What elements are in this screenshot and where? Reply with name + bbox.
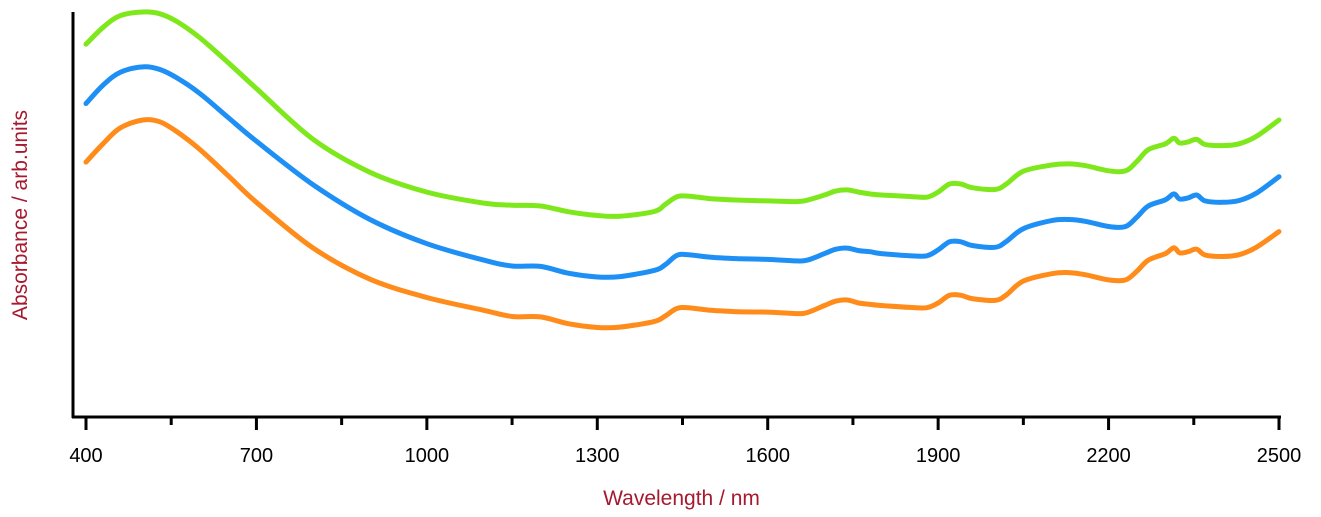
x-tick-label: 700	[240, 445, 273, 467]
series-layer	[83, 9, 1282, 331]
series-line-2	[83, 64, 1282, 280]
x-tick-label: 1600	[745, 445, 790, 467]
x-tick-label: 1300	[575, 445, 620, 467]
series-line-1	[83, 9, 1282, 219]
x-tick-label: 2200	[1086, 445, 1131, 467]
ticks-layer: 400 700 1000 1300 1600 1900 2200 2500	[69, 417, 1301, 467]
series-line-3	[83, 117, 1282, 331]
x-tick-label: 400	[69, 445, 102, 467]
x-tick-label: 1900	[916, 445, 961, 467]
y-axis-title: Absorbance / arb.units	[9, 110, 32, 320]
x-axis-title: Wavelength / nm	[603, 487, 760, 510]
x-tick-label: 1000	[405, 445, 450, 467]
x-tick-label: 2500	[1257, 445, 1302, 467]
axes-layer	[71, 12, 1281, 419]
